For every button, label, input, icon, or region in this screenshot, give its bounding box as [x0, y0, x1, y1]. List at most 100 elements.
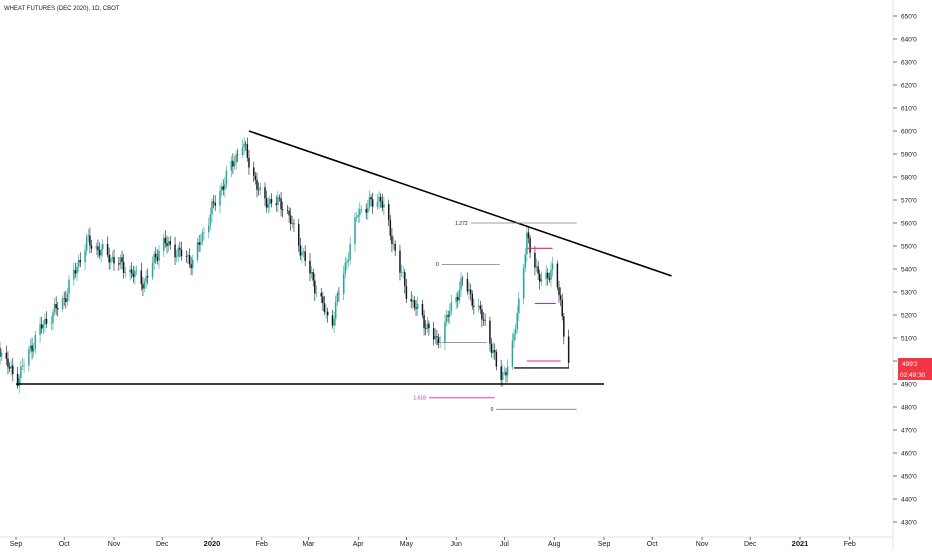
candle-body	[359, 209, 361, 216]
candle-body	[392, 243, 395, 245]
candle-body	[302, 251, 305, 253]
candle-body	[163, 237, 165, 251]
candle-body	[469, 289, 472, 295]
candle-body	[57, 308, 59, 310]
candle-body	[511, 340, 514, 367]
candle-body	[167, 241, 170, 246]
candle-body	[394, 243, 396, 251]
candle-body	[203, 232, 205, 233]
candle-body	[66, 293, 69, 302]
y-tick-label: 530'0	[901, 289, 917, 296]
candle-body	[73, 270, 75, 280]
candle-body	[526, 232, 528, 255]
y-tick-label: 650'0	[901, 13, 917, 20]
candle-body	[236, 154, 239, 156]
candle-body	[379, 196, 382, 201]
candle-body	[354, 217, 356, 245]
candle-body	[370, 197, 372, 200]
candle-body	[437, 337, 440, 343]
candle-body	[280, 198, 282, 210]
candle-body	[219, 190, 221, 206]
candle-body	[349, 244, 351, 260]
candle-body	[90, 245, 93, 249]
candle-body	[134, 270, 136, 277]
candle-body	[111, 257, 114, 259]
candle-body	[40, 324, 43, 329]
y-tick-label: 560'0	[901, 220, 917, 227]
time-scale[interactable]: Sep Oct Nov Dec 2020 Feb Mar Apr May Jun Jul Aug Sep…	[10, 537, 856, 548]
candle-body	[259, 187, 261, 191]
candle-body	[121, 257, 123, 262]
candle-body	[426, 323, 429, 329]
candle-body	[494, 349, 496, 353]
candle-body	[365, 209, 367, 213]
candle-body	[540, 278, 543, 282]
candle-body	[270, 199, 273, 204]
candle-body	[492, 349, 494, 353]
candle-body	[503, 372, 506, 373]
x-tick-label: Dec	[744, 541, 757, 548]
candle-body	[342, 273, 345, 295]
candle-body	[169, 241, 171, 245]
candle-body	[143, 281, 146, 289]
candle-body	[482, 319, 485, 321]
candle-body	[243, 143, 245, 148]
candle-body	[179, 247, 181, 250]
y-tick-label: 460'0	[901, 450, 917, 457]
candle-body	[10, 365, 12, 369]
price-scale[interactable]: 650'0 640'0 630'0 620'0 610'0 600'0 590'0 580'0…	[893, 13, 917, 526]
x-tick-label: 2021	[792, 539, 809, 548]
candle-body	[400, 272, 403, 273]
candle-body	[248, 157, 250, 168]
candle-body	[534, 252, 536, 268]
candle-body	[381, 200, 384, 208]
candle-body	[113, 257, 115, 264]
x-tick-label: Oct	[647, 541, 658, 548]
candle-body	[254, 175, 257, 180]
candle-body	[198, 242, 200, 245]
candle-body	[264, 187, 266, 199]
candle-body	[214, 202, 216, 206]
candle-body	[145, 276, 147, 282]
candle-body	[55, 304, 57, 309]
current-price-label: 499'2	[902, 361, 918, 368]
x-tick-label: Dec	[156, 541, 169, 548]
candle-body	[208, 225, 210, 233]
candle-body	[516, 313, 518, 330]
candle-body	[449, 311, 451, 317]
fib-level-label: 0	[436, 262, 439, 268]
y-tick-label: 610'0	[901, 105, 917, 112]
candle-body	[301, 252, 303, 256]
candle-body	[23, 365, 25, 366]
candle-body	[177, 247, 180, 257]
candle-body	[289, 215, 292, 225]
chart-title: WHEAT FUTURES (DEC 2020), 1D, CBOT	[4, 6, 120, 12]
candle-body	[535, 266, 538, 268]
candle-body	[45, 318, 48, 324]
y-tick-label: 550'0	[901, 243, 917, 250]
candle-body	[32, 348, 35, 352]
candle-body	[50, 322, 53, 324]
candle-body	[309, 260, 311, 274]
candle-body	[500, 366, 502, 380]
candle-body	[277, 197, 279, 205]
candle-body	[118, 263, 120, 265]
candle-body	[404, 272, 406, 286]
candle-body	[457, 297, 459, 301]
candle-body	[124, 272, 126, 274]
candle-body	[281, 209, 284, 211]
candle-body	[333, 319, 335, 326]
candle-body	[187, 255, 189, 257]
candle-body	[376, 201, 379, 207]
candle-body	[466, 279, 469, 292]
candle-body	[241, 147, 244, 156]
y-tick-label: 640'0	[901, 36, 917, 43]
candle-body	[389, 220, 392, 236]
candle-body	[567, 336, 570, 363]
x-tick-label: Feb	[844, 541, 856, 548]
x-tick-label: Nov	[696, 541, 709, 548]
candle-body	[423, 315, 425, 328]
candle-body	[0, 347, 1, 357]
